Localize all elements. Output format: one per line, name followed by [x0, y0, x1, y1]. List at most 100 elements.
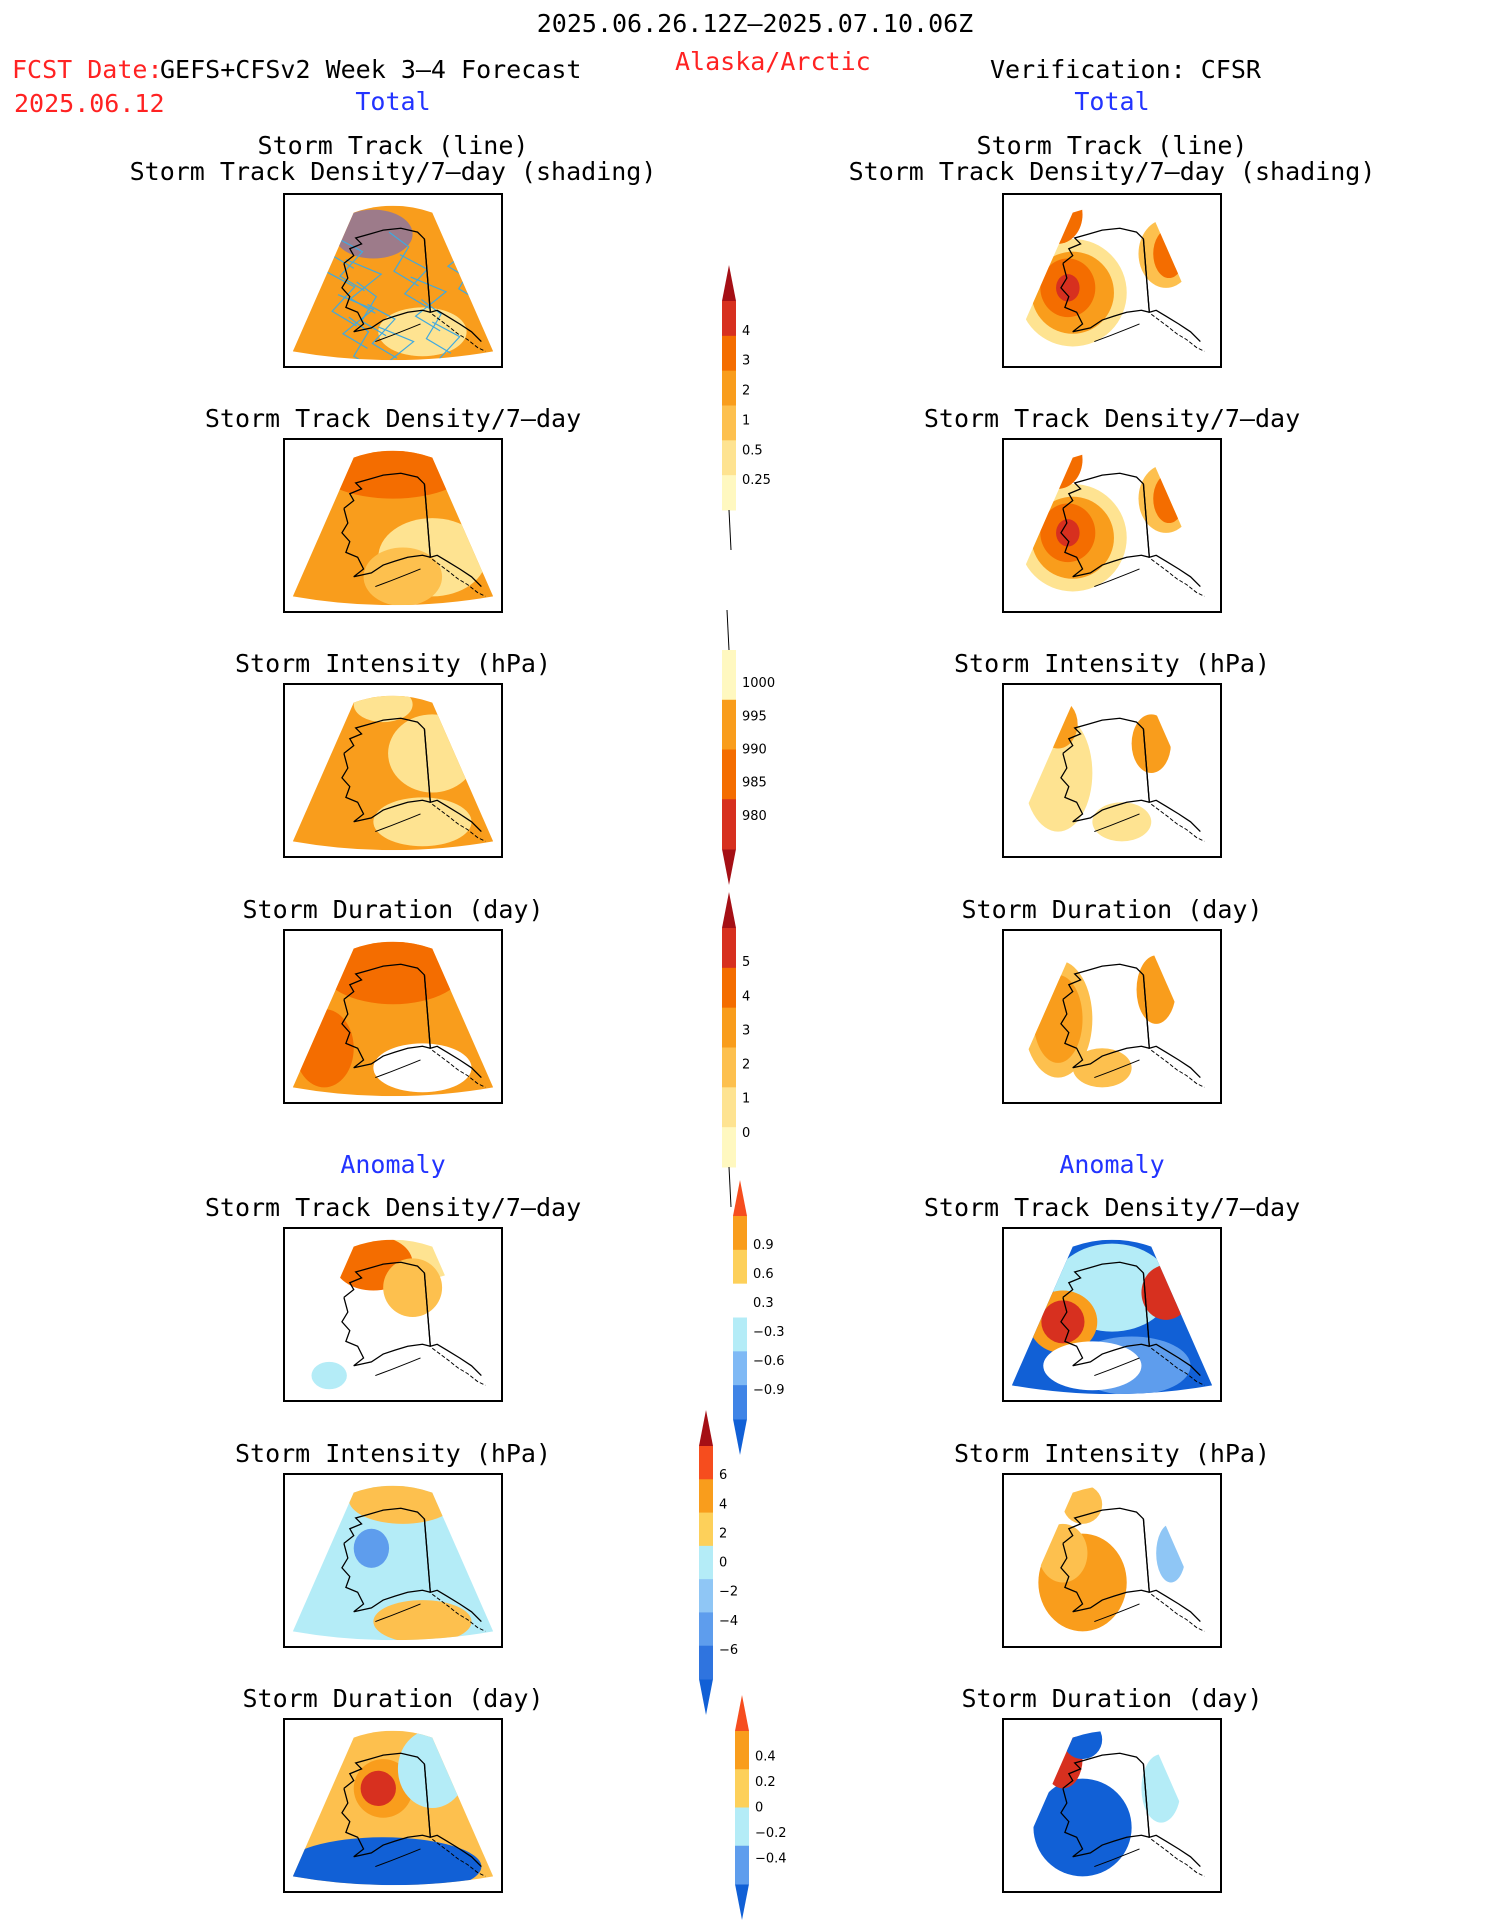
total-heading-right: Total — [1074, 87, 1150, 116]
panel-title-track-line-right: Storm Track (line) — [976, 131, 1248, 160]
colorbar-label: 0.5 — [742, 443, 763, 458]
map-svg — [1011, 1239, 1213, 1395]
colorbar-segment — [722, 650, 736, 701]
colorbar-label: −2 — [719, 1585, 738, 1600]
colorbar-arrow-top — [735, 1695, 749, 1731]
colorbar-arrow-bottom — [699, 1679, 713, 1715]
colorbar-svg: 1000 995 990 985 980 — [722, 609, 775, 885]
colorbar-intensity-total: 1000 995 990 985 980 — [722, 609, 792, 885]
colorbar-svg: 5 4 3 2 1 0 — [722, 892, 750, 1208]
panel-title-duration-left: Storm Duration (day) — [242, 895, 544, 924]
colorbar-duration-anomaly: 0.4 0.2 0 −0.2 −0.4 — [735, 1695, 805, 1920]
map-svg — [292, 450, 494, 606]
map-density-anomaly-forecast — [283, 1227, 503, 1402]
panel-title-track-shading-left: Storm Track Density/7–day (shading) — [129, 157, 657, 186]
total-heading-left: Total — [355, 87, 431, 116]
colorbar-segment — [722, 1087, 736, 1128]
verification-label: Verification: CFSR — [990, 55, 1261, 84]
colorbar-label: −0.2 — [755, 1826, 787, 1841]
colorbar-label: 2 — [742, 1058, 750, 1073]
map-density-forecast — [283, 438, 503, 613]
colorbar-segment — [722, 1127, 736, 1168]
colorbar-svg: 0.4 0.2 0 −0.2 −0.4 — [735, 1695, 787, 1920]
colorbar-segment — [735, 1769, 749, 1808]
map-intensity-verification — [1002, 683, 1222, 858]
colorbar-svg: 4 3 2 1 0.5 0.25 — [722, 265, 771, 551]
colorbar-arrow-top — [722, 265, 736, 301]
map-duration-anomaly-verification — [1002, 1718, 1222, 1893]
colorbar-label: 0.6 — [753, 1267, 774, 1282]
map-duration-forecast — [283, 929, 503, 1104]
colorbar-segment — [699, 1612, 713, 1647]
panel-title-intensity-anom-left: Storm Intensity (hPa) — [234, 1439, 552, 1468]
colorbar-label: 2 — [742, 384, 750, 399]
colorbar-label: 1 — [742, 1092, 750, 1107]
colorbar-label: 6 — [719, 1468, 727, 1483]
colorbar-intensity-anomaly: 6 4 2 0 −2 −4 −6 — [699, 1410, 769, 1715]
panel-title-density-anom-right: Storm Track Density/7–day — [923, 1193, 1301, 1222]
map-svg — [292, 695, 494, 851]
colorbar-segment — [722, 440, 736, 476]
fcst-date-label: FCST Date: — [12, 55, 163, 84]
colorbar-label: 990 — [742, 743, 767, 758]
map-track-forecast — [283, 193, 503, 368]
panel-title-intensity-right: Storm Intensity (hPa) — [953, 649, 1271, 678]
colorbar-label: 0.2 — [755, 1775, 776, 1790]
panel-title-duration-right: Storm Duration (day) — [961, 895, 1263, 924]
panel-title-density-right: Storm Track Density/7–day — [923, 404, 1301, 433]
panel-title-track-line-left: Storm Track (line) — [257, 131, 529, 160]
colorbar-segment — [699, 1545, 713, 1580]
colorbar-density-total: 4 3 2 1 0.5 0.25 — [722, 265, 792, 551]
colorbar-label: 985 — [742, 776, 767, 791]
colorbar-label: 4 — [719, 1497, 727, 1512]
colorbar-segment — [722, 749, 736, 800]
colorbar-label: 0.9 — [753, 1238, 774, 1253]
colorbar-segment — [735, 1845, 749, 1885]
colorbar-density-anomaly: 0.9 0.6 0.3 −0.3 −0.6 −0.9 — [733, 1180, 803, 1455]
colorbar-segment — [733, 1385, 747, 1420]
colorbar-segment — [722, 335, 736, 372]
colorbar-label: 980 — [742, 809, 767, 824]
colorbar-label: −4 — [719, 1614, 738, 1629]
colorbar-segment — [733, 1249, 747, 1285]
colorbar-svg: 0.9 0.6 0.3 −0.3 −0.6 −0.9 — [733, 1180, 785, 1455]
region-label: Alaska/Arctic — [675, 47, 871, 76]
colorbar-label: −0.9 — [753, 1383, 785, 1398]
colorbar-segment — [699, 1645, 713, 1680]
colorbar-tail — [728, 509, 732, 551]
colorbar-segment — [735, 1807, 749, 1847]
colorbar-arrow-bottom — [735, 1884, 749, 1920]
map-track-verification — [1002, 193, 1222, 368]
colorbar-segment — [699, 1446, 713, 1480]
colorbar-segment — [722, 799, 736, 850]
model-label: GEFS+CFSv2 Week 3–4 Forecast — [160, 55, 582, 84]
colorbar-label: 0 — [742, 1126, 750, 1141]
panel-title-intensity-anom-right: Storm Intensity (hPa) — [953, 1439, 1271, 1468]
colorbar-label: 1 — [742, 413, 750, 428]
colorbar-tail — [728, 1166, 732, 1208]
colorbar-segment — [733, 1351, 747, 1386]
panel-title-density-anom-left: Storm Track Density/7–day — [204, 1193, 582, 1222]
map-svg — [1018, 450, 1205, 597]
colorbar-label: −0.4 — [755, 1852, 787, 1867]
colorbar-segment — [722, 301, 736, 337]
panel-title-duration-anom-right: Storm Duration (day) — [961, 1684, 1263, 1713]
colorbar-label: 4 — [742, 989, 750, 1004]
colorbar-arrow-top — [733, 1180, 747, 1216]
colorbar-segment — [733, 1317, 747, 1352]
map-intensity-anomaly-verification — [1002, 1473, 1222, 1648]
map-svg — [311, 1239, 486, 1390]
colorbar-segment — [722, 475, 736, 511]
panel-title-duration-anom-left: Storm Duration (day) — [242, 1684, 544, 1713]
colorbar-label: 1000 — [742, 676, 775, 691]
colorbar-segment — [722, 928, 736, 969]
colorbar-tail — [726, 609, 730, 651]
map-svg — [292, 1485, 494, 1641]
map-svg — [1033, 1730, 1205, 1877]
date-range-title: 2025.06.26.12Z–2025.07.10.06Z — [536, 9, 974, 38]
colorbar-label: 0.25 — [742, 473, 771, 488]
anomaly-heading-left: Anomaly — [340, 1150, 446, 1179]
colorbar-segment — [733, 1283, 747, 1318]
colorbar-arrow-top — [699, 1410, 713, 1446]
colorbar-label: 3 — [742, 1023, 750, 1038]
